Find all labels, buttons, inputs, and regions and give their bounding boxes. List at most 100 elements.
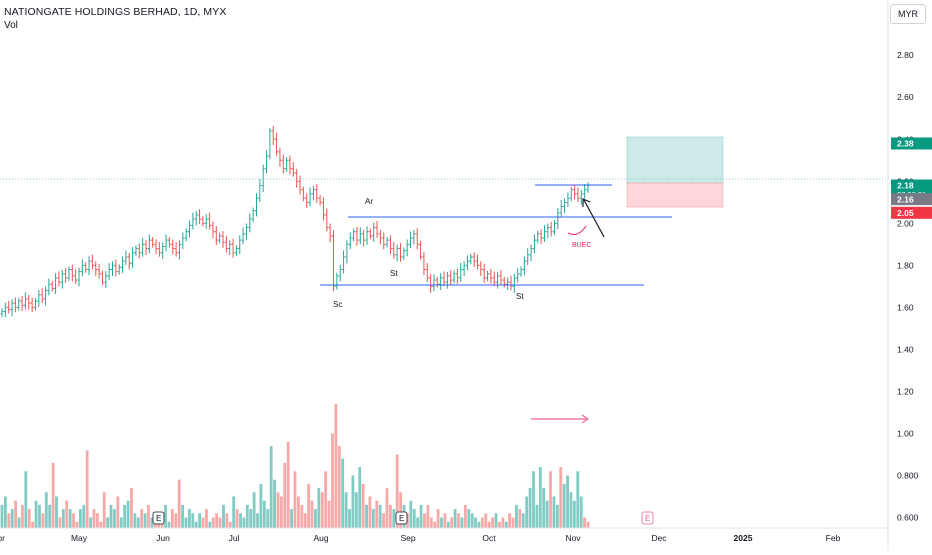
candle[interactable] bbox=[218, 232, 222, 244]
candle[interactable] bbox=[271, 126, 275, 145]
candle[interactable] bbox=[445, 271, 449, 289]
candle[interactable] bbox=[3, 302, 7, 318]
candle[interactable] bbox=[409, 231, 413, 249]
candle[interactable] bbox=[60, 269, 64, 289]
candle[interactable] bbox=[486, 270, 490, 282]
candle[interactable] bbox=[0, 308, 4, 317]
candle[interactable] bbox=[345, 240, 349, 264]
candle[interactable] bbox=[37, 289, 41, 307]
candle[interactable] bbox=[281, 154, 285, 174]
candle[interactable] bbox=[137, 243, 141, 259]
candle[interactable] bbox=[335, 272, 339, 290]
candle[interactable] bbox=[275, 132, 279, 156]
candle[interactable] bbox=[181, 232, 185, 250]
candle[interactable] bbox=[365, 226, 369, 245]
candle[interactable] bbox=[13, 297, 17, 313]
candle[interactable] bbox=[77, 267, 81, 287]
candle[interactable] bbox=[295, 168, 299, 188]
candle[interactable] bbox=[506, 277, 510, 290]
candle[interactable] bbox=[358, 227, 362, 245]
candle[interactable] bbox=[536, 230, 540, 244]
candle[interactable] bbox=[54, 273, 58, 295]
candle[interactable] bbox=[261, 164, 265, 193]
candle[interactable] bbox=[144, 240, 148, 256]
candle[interactable] bbox=[553, 220, 557, 235]
candle[interactable] bbox=[234, 245, 238, 256]
candle[interactable] bbox=[90, 254, 94, 270]
candle[interactable] bbox=[499, 270, 503, 285]
candle[interactable] bbox=[231, 238, 235, 258]
candle[interactable] bbox=[50, 281, 54, 292]
candle[interactable] bbox=[405, 239, 409, 257]
candle[interactable] bbox=[291, 162, 295, 177]
candle[interactable] bbox=[201, 215, 205, 227]
candle[interactable] bbox=[301, 186, 305, 202]
candle[interactable] bbox=[519, 266, 523, 277]
candle[interactable] bbox=[415, 228, 419, 250]
annotation-arrow[interactable] bbox=[583, 199, 605, 238]
candle[interactable] bbox=[27, 294, 31, 310]
candle[interactable] bbox=[111, 261, 115, 277]
candle[interactable] bbox=[449, 270, 453, 285]
candle[interactable] bbox=[251, 207, 255, 223]
candle[interactable] bbox=[134, 245, 138, 256]
candle[interactable] bbox=[469, 253, 473, 265]
candle[interactable] bbox=[191, 212, 195, 230]
candle[interactable] bbox=[194, 210, 198, 226]
candle[interactable] bbox=[147, 234, 151, 254]
candle[interactable] bbox=[141, 237, 145, 257]
candle[interactable] bbox=[100, 270, 104, 286]
candle[interactable] bbox=[435, 276, 439, 288]
candle[interactable] bbox=[532, 234, 536, 254]
candle[interactable] bbox=[385, 236, 389, 248]
candle[interactable] bbox=[57, 271, 61, 287]
candle[interactable] bbox=[566, 192, 570, 208]
candle[interactable] bbox=[465, 255, 469, 271]
candle[interactable] bbox=[559, 199, 563, 217]
candle[interactable] bbox=[539, 228, 543, 244]
candle[interactable] bbox=[512, 273, 516, 293]
candle[interactable] bbox=[33, 297, 37, 311]
candle[interactable] bbox=[439, 273, 443, 290]
candle[interactable] bbox=[114, 259, 118, 277]
candle[interactable] bbox=[352, 228, 356, 242]
candle[interactable] bbox=[355, 226, 359, 246]
candle[interactable] bbox=[422, 252, 426, 276]
candle[interactable] bbox=[265, 150, 269, 174]
event-marker-2[interactable] bbox=[395, 511, 408, 525]
candle[interactable] bbox=[375, 221, 379, 238]
event-marker-1[interactable] bbox=[152, 511, 165, 525]
candle[interactable] bbox=[502, 276, 506, 288]
candle[interactable] bbox=[248, 213, 252, 233]
candle[interactable] bbox=[224, 235, 228, 253]
candle[interactable] bbox=[188, 220, 192, 238]
candle[interactable] bbox=[496, 271, 500, 289]
candle[interactable] bbox=[489, 268, 493, 284]
candle[interactable] bbox=[338, 264, 342, 282]
candle[interactable] bbox=[388, 235, 392, 255]
buec-curve[interactable] bbox=[567, 225, 587, 235]
candle[interactable] bbox=[177, 240, 181, 260]
candle[interactable] bbox=[583, 184, 587, 199]
candle[interactable] bbox=[392, 242, 396, 259]
candle[interactable] bbox=[579, 189, 583, 205]
candle[interactable] bbox=[419, 241, 423, 261]
candle[interactable] bbox=[198, 209, 202, 224]
candle[interactable] bbox=[127, 252, 131, 270]
candle[interactable] bbox=[184, 228, 188, 242]
candle[interactable] bbox=[80, 259, 84, 277]
candle[interactable] bbox=[573, 184, 577, 200]
candle[interactable] bbox=[569, 186, 573, 202]
position-stop-zone[interactable] bbox=[626, 182, 724, 208]
candle[interactable] bbox=[208, 212, 212, 230]
candle[interactable] bbox=[382, 232, 386, 250]
candle[interactable] bbox=[204, 214, 208, 229]
candle[interactable] bbox=[258, 178, 262, 203]
candle[interactable] bbox=[305, 193, 309, 208]
candle[interactable] bbox=[395, 244, 399, 262]
candle[interactable] bbox=[342, 250, 346, 274]
candle[interactable] bbox=[254, 193, 258, 217]
candle[interactable] bbox=[412, 229, 416, 245]
candle[interactable] bbox=[241, 227, 245, 245]
